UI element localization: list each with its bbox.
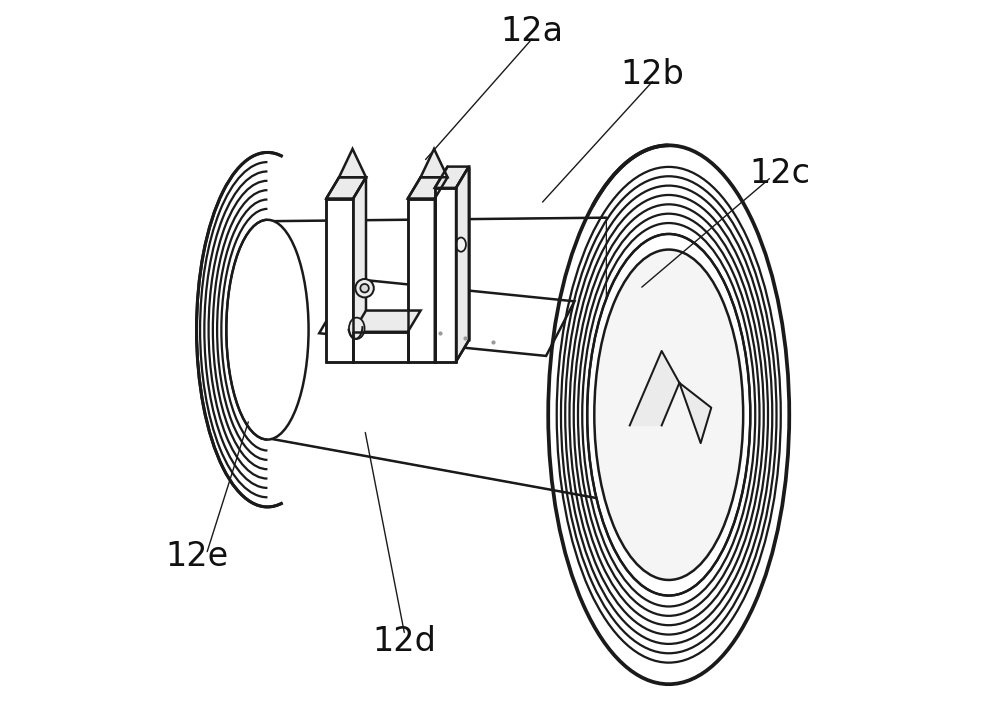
Ellipse shape <box>355 279 374 298</box>
Ellipse shape <box>456 238 466 252</box>
Polygon shape <box>267 218 606 500</box>
Text: 12e: 12e <box>165 540 228 573</box>
Ellipse shape <box>360 284 369 293</box>
Polygon shape <box>421 149 448 177</box>
Polygon shape <box>326 199 353 362</box>
Ellipse shape <box>594 250 743 580</box>
Polygon shape <box>456 167 469 362</box>
Polygon shape <box>326 177 366 199</box>
Polygon shape <box>630 351 679 425</box>
Ellipse shape <box>349 318 365 339</box>
Ellipse shape <box>226 220 309 440</box>
Polygon shape <box>353 177 366 362</box>
Polygon shape <box>435 188 456 362</box>
Text: 12b: 12b <box>620 58 684 91</box>
Text: 12c: 12c <box>750 157 811 190</box>
Text: 12a: 12a <box>500 16 563 48</box>
Polygon shape <box>435 167 469 188</box>
Ellipse shape <box>587 234 750 596</box>
Polygon shape <box>339 149 366 177</box>
Polygon shape <box>408 311 421 362</box>
Polygon shape <box>353 332 408 362</box>
Polygon shape <box>408 199 435 362</box>
Text: 12d: 12d <box>372 625 436 658</box>
Polygon shape <box>353 311 421 332</box>
Polygon shape <box>679 383 711 443</box>
Polygon shape <box>435 177 448 362</box>
Polygon shape <box>319 279 574 356</box>
Polygon shape <box>408 177 448 199</box>
